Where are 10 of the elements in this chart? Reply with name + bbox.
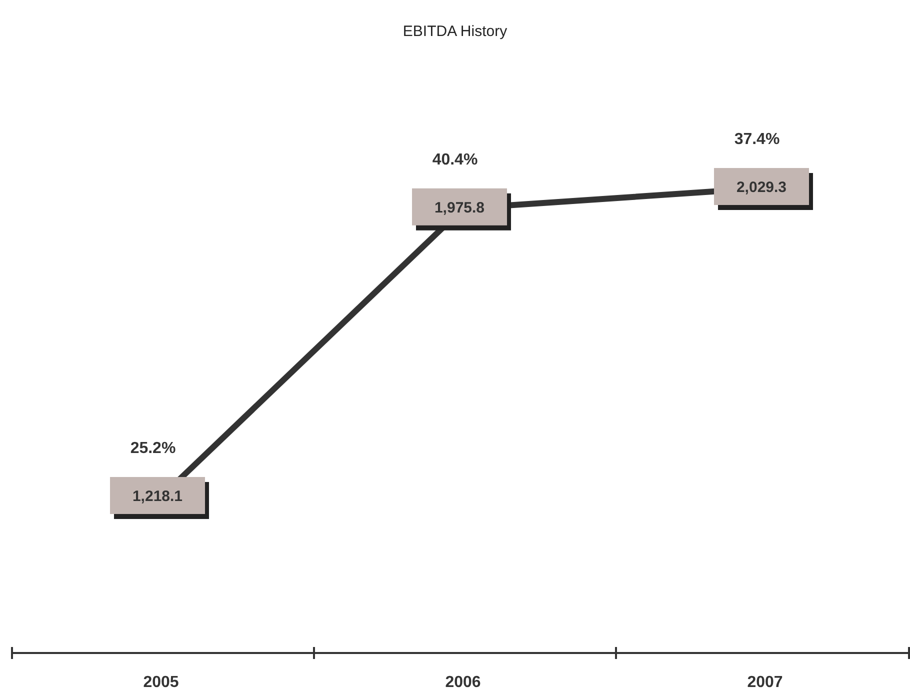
annotation: 40.4% (432, 151, 478, 168)
x-tick-label: 2005 (143, 674, 179, 691)
annotation: 37.4% (734, 131, 780, 148)
data-label: 1,975.8 (434, 199, 485, 216)
data-label: 1,218.1 (132, 488, 183, 505)
x-tick-label: 2007 (747, 674, 783, 691)
chart-title: EBITDA History (402, 23, 508, 40)
x-tick-label: 2006 (445, 674, 481, 691)
annotation: 25.2% (130, 440, 176, 457)
data-label: 2,029.3 (736, 179, 787, 196)
